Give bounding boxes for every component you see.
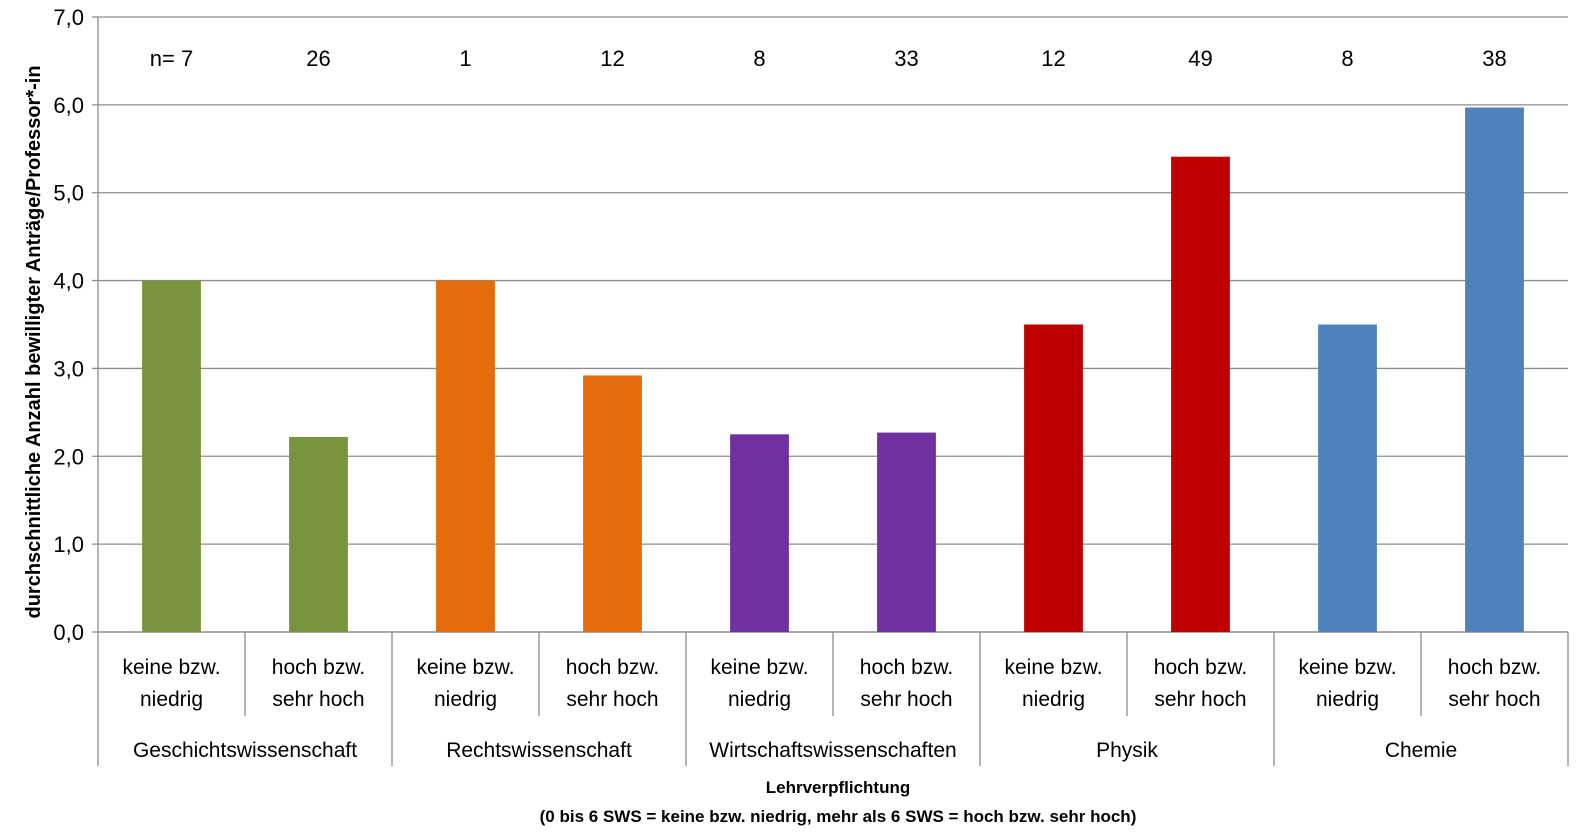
n-label: 49: [1188, 46, 1212, 71]
bar: [1171, 156, 1230, 632]
x-tick-label: sehr hoch: [1154, 688, 1246, 711]
x-tick-label: hoch bzw.: [1154, 656, 1247, 679]
bar: [436, 280, 495, 632]
y-tick-label: 0,0: [53, 620, 84, 645]
bar: [583, 375, 642, 632]
x-tick-label: niedrig: [434, 688, 497, 711]
n-label: 8: [1341, 46, 1353, 71]
y-tick-label: 4,0: [53, 269, 84, 294]
x-tick-label: keine bzw.: [710, 656, 808, 679]
n-label: 1: [459, 46, 471, 71]
bar: [1465, 107, 1524, 632]
x-tick-label: niedrig: [728, 688, 791, 711]
n-label: n= 7: [150, 46, 193, 71]
bar: [142, 280, 201, 632]
x-tick-label: keine bzw.: [1298, 656, 1396, 679]
y-tick-label: 7,0: [53, 5, 84, 30]
labels: 0,0 1,0 2,0 3,0 4,0 5,0 6,0 7,0 n= 7 keine bzw. ni…: [53, 5, 1541, 762]
x-tick-label: hoch bzw.: [860, 656, 953, 679]
x-tick-label: hoch bzw.: [566, 656, 659, 679]
bar: [1024, 324, 1083, 632]
x-axis-title: Lehrverpflichtung: [766, 778, 911, 797]
x-tick-label: keine bzw.: [416, 656, 514, 679]
bars: [142, 107, 1524, 632]
bar: [877, 432, 936, 632]
x-tick-label: sehr hoch: [1448, 688, 1540, 711]
n-label: 38: [1482, 46, 1506, 71]
group-label: Wirtschaftswissenschaften: [709, 739, 956, 762]
x-tick-label: sehr hoch: [860, 688, 952, 711]
y-tick-label: 6,0: [53, 93, 84, 118]
n-label: 12: [600, 46, 624, 71]
x-tick-label: keine bzw.: [122, 656, 220, 679]
y-axis-title: durchschnittliche Anzahl bewilligter Ant…: [23, 65, 45, 618]
x-tick-label: niedrig: [1316, 688, 1379, 711]
x-axis-note: (0 bis 6 SWS = keine bzw. niedrig, mehr …: [540, 807, 1137, 826]
y-tick-label: 3,0: [53, 356, 84, 381]
bar: [1318, 324, 1377, 632]
group-label: Chemie: [1385, 739, 1457, 762]
n-label: 26: [306, 46, 330, 71]
x-tick-label: keine bzw.: [1004, 656, 1102, 679]
y-tick-label: 2,0: [53, 444, 84, 469]
x-tick-label: sehr hoch: [566, 688, 658, 711]
group-label: Rechtswissenschaft: [446, 739, 632, 762]
y-tick-label: 5,0: [53, 181, 84, 206]
x-tick-label: sehr hoch: [272, 688, 364, 711]
bar: [289, 436, 348, 632]
y-tick-label: 1,0: [53, 532, 84, 557]
n-label: 33: [894, 46, 918, 71]
x-tick-label: hoch bzw.: [1448, 656, 1541, 679]
n-label: 12: [1041, 46, 1065, 71]
group-label: Physik: [1096, 739, 1158, 762]
group-label: Geschichtswissenschaft: [133, 739, 357, 762]
bar: [730, 434, 789, 632]
n-label: 8: [753, 46, 765, 71]
x-tick-label: niedrig: [140, 688, 203, 711]
x-tick-label: hoch bzw.: [272, 656, 365, 679]
x-tick-label: niedrig: [1022, 688, 1085, 711]
